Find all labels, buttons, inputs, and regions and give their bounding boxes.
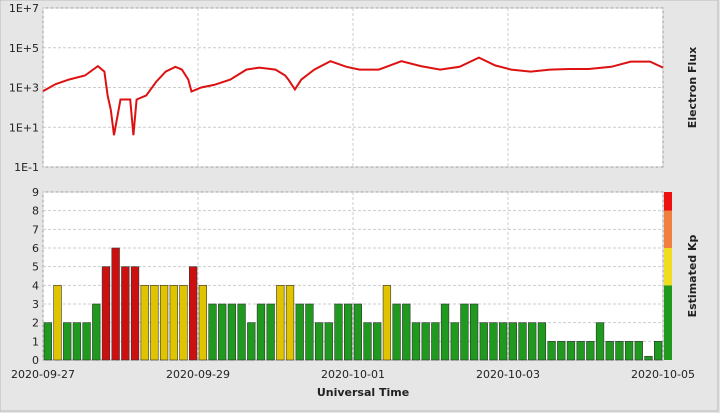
bar	[111, 247, 120, 361]
bar	[247, 322, 256, 361]
scale-band	[664, 285, 672, 360]
bar	[489, 322, 498, 361]
bar	[295, 303, 304, 361]
y-tick-label: 1	[32, 335, 39, 348]
bar	[508, 322, 517, 361]
x-axis-label: Universal Time	[317, 386, 409, 399]
y-tick-label: 2	[32, 317, 39, 330]
bar	[644, 355, 653, 361]
y-tick-label: 7	[32, 223, 39, 236]
bar	[528, 322, 537, 361]
x-tick-label: 2020-10-01	[321, 368, 385, 381]
y-axis-label: Estimated Kp	[686, 234, 699, 317]
bar	[237, 303, 246, 361]
bar	[324, 322, 333, 361]
scale-band	[664, 210, 672, 248]
bar	[576, 341, 585, 361]
bar	[499, 322, 508, 361]
bar	[479, 322, 488, 361]
bar	[53, 285, 62, 361]
bar	[256, 303, 266, 361]
bar	[566, 341, 576, 361]
scale-band	[664, 192, 672, 211]
bar	[314, 322, 324, 361]
y-tick-label: 3	[32, 298, 39, 311]
bar	[189, 266, 198, 361]
bar	[402, 303, 411, 361]
y-axis-label: Electron Flux	[686, 47, 699, 128]
bar	[450, 322, 459, 361]
bar	[595, 322, 605, 361]
bar	[605, 341, 614, 361]
bar	[82, 322, 91, 361]
bar	[344, 303, 353, 361]
bar	[392, 303, 401, 361]
bar	[198, 285, 207, 361]
bar	[654, 341, 663, 361]
bar	[615, 341, 624, 361]
y-tick-label: 8	[32, 205, 39, 218]
bar	[63, 322, 72, 361]
y-tick-label: 1E-1	[14, 161, 39, 174]
bar	[382, 285, 392, 361]
bar	[353, 303, 362, 361]
bar	[363, 322, 372, 361]
x-tick-label: 2020-09-29	[166, 368, 230, 381]
bar	[92, 303, 101, 361]
bar	[518, 322, 527, 361]
bar	[537, 322, 547, 361]
bar	[121, 266, 130, 361]
x-tick-label: 2020-10-03	[476, 368, 540, 381]
bar	[285, 285, 295, 361]
bar	[130, 266, 140, 361]
flux-line	[42, 56, 664, 136]
bar	[276, 285, 285, 361]
bar	[72, 322, 82, 361]
bar	[440, 303, 450, 361]
bar	[469, 303, 479, 361]
bar	[169, 285, 178, 361]
bar	[179, 285, 188, 361]
bar	[421, 322, 430, 361]
bar	[159, 285, 169, 361]
bar	[266, 303, 275, 361]
bar	[634, 341, 643, 361]
bar	[140, 285, 149, 361]
bar	[218, 303, 227, 361]
y-tick-label: 1E+5	[9, 42, 39, 55]
bar	[305, 303, 314, 361]
bar	[431, 322, 440, 361]
bar	[557, 341, 566, 361]
y-tick-label: 1E+7	[9, 2, 39, 15]
y-tick-label: 4	[32, 279, 39, 292]
bar	[208, 303, 217, 361]
y-tick-label: 1E+1	[9, 121, 39, 134]
bar	[101, 266, 111, 361]
bar	[460, 303, 469, 361]
bar	[373, 322, 382, 361]
y-tick-label: 1E+3	[9, 82, 39, 95]
bar	[411, 322, 421, 361]
y-tick-label: 5	[32, 261, 39, 274]
bar	[334, 303, 343, 361]
y-tick-label: 6	[32, 242, 39, 255]
scale-band	[664, 248, 672, 286]
bar	[624, 341, 634, 361]
y-tick-label: 0	[32, 354, 39, 367]
x-tick-label: 2020-09-27	[11, 368, 75, 381]
bar	[150, 285, 159, 361]
bar	[586, 341, 595, 361]
y-tick-label: 9	[32, 186, 39, 199]
x-tick-label: 2020-10-05	[631, 368, 695, 381]
bar	[227, 303, 237, 361]
bar	[547, 341, 556, 361]
bar	[43, 322, 52, 361]
